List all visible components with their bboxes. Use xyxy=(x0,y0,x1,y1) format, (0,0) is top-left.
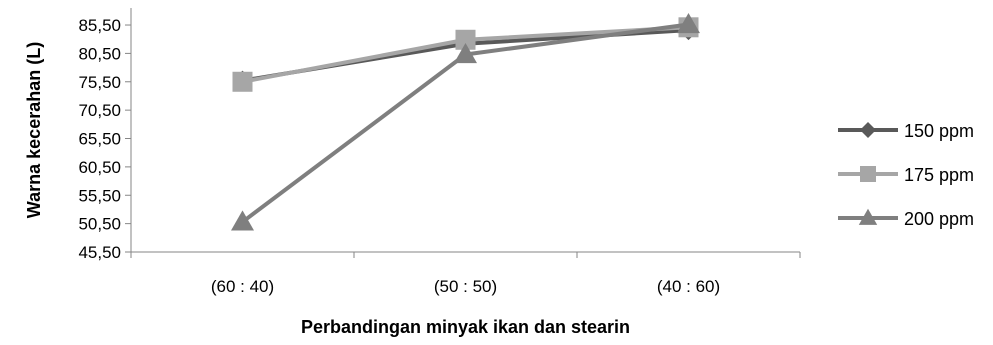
legend: 150 ppm 175 ppm 200 ppm xyxy=(838,121,974,229)
data-point xyxy=(231,210,254,231)
y-tick-label: 50,50 xyxy=(78,215,121,234)
data-point xyxy=(455,29,476,50)
series-200-ppm xyxy=(231,12,700,231)
legend-label: 200 ppm xyxy=(904,209,974,229)
legend-marker xyxy=(858,208,878,225)
legend-entry: 200 ppm xyxy=(838,208,974,229)
y-tick-label: 75,50 xyxy=(78,73,121,92)
x-tick-label: (60 : 40) xyxy=(211,277,274,296)
x-tick-label: (40 : 60) xyxy=(657,277,720,296)
y-tick-label: 60,50 xyxy=(78,158,121,177)
y-tick-label: 65,50 xyxy=(78,130,121,149)
legend-label: 175 ppm xyxy=(904,165,974,185)
data-point xyxy=(232,71,253,92)
data-point xyxy=(454,43,477,64)
y-tick-label: 85,50 xyxy=(78,16,121,35)
y-tick-label: 55,50 xyxy=(78,186,121,205)
legend-entry: 150 ppm xyxy=(838,121,974,141)
legend-marker xyxy=(860,122,876,138)
legend-marker xyxy=(860,166,876,182)
y-axis-title: Warna kecerahan (L) xyxy=(24,42,44,218)
y-tick-label: 70,50 xyxy=(78,101,121,120)
axes: 45,50 50,50 55,50 60,50 65,50 70,50 75,50 80,50… xyxy=(78,8,801,296)
legend-entry: 175 ppm xyxy=(838,165,974,185)
data-point xyxy=(677,12,700,34)
x-axis-title: Perbandingan minyak ikan dan stearin xyxy=(301,317,630,337)
y-tick-label: 45,50 xyxy=(78,243,121,262)
x-tick-label: (50 : 50) xyxy=(434,277,497,296)
legend-label: 150 ppm xyxy=(904,121,974,141)
y-tick-label: 80,50 xyxy=(78,44,121,63)
series-layer xyxy=(231,12,700,231)
